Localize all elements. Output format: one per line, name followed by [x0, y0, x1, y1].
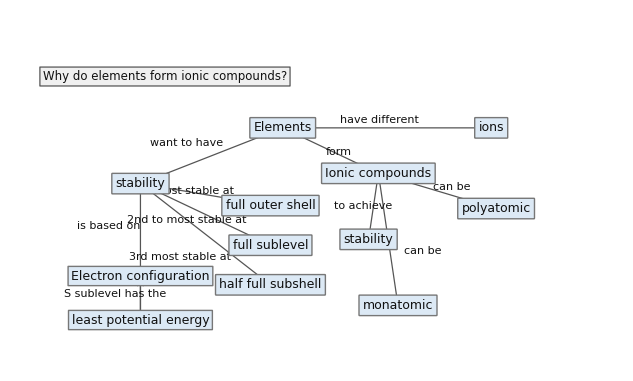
Text: Why do elements form ionic compounds?: Why do elements form ionic compounds? — [43, 70, 287, 83]
Text: least potential energy: least potential energy — [72, 314, 210, 327]
Text: stability: stability — [344, 233, 394, 246]
Text: 2nd to most stable at: 2nd to most stable at — [127, 215, 247, 225]
Text: 3rd most stable at: 3rd most stable at — [128, 252, 230, 262]
Text: can be: can be — [404, 246, 441, 256]
Text: full sublevel: full sublevel — [233, 239, 308, 252]
Text: is based on: is based on — [77, 221, 141, 231]
Text: ions: ions — [479, 122, 504, 134]
Text: can be: can be — [433, 182, 471, 192]
Text: Elements: Elements — [254, 122, 312, 134]
Text: full outer shell: full outer shell — [225, 199, 315, 212]
Text: stability: stability — [116, 177, 165, 190]
Text: to achieve: to achieve — [334, 201, 392, 211]
Text: form: form — [326, 147, 352, 157]
Text: half full subshell: half full subshell — [219, 278, 322, 291]
Text: Electron configuration: Electron configuration — [71, 269, 210, 283]
Text: Ionic compounds: Ionic compounds — [325, 167, 432, 180]
Text: polyatomic: polyatomic — [461, 202, 530, 215]
Text: want to have: want to have — [151, 138, 223, 147]
Text: most stable at: most stable at — [154, 186, 234, 196]
Text: have different: have different — [341, 115, 419, 125]
Text: S sublevel has the: S sublevel has the — [64, 290, 166, 299]
Text: monatomic: monatomic — [363, 299, 433, 312]
